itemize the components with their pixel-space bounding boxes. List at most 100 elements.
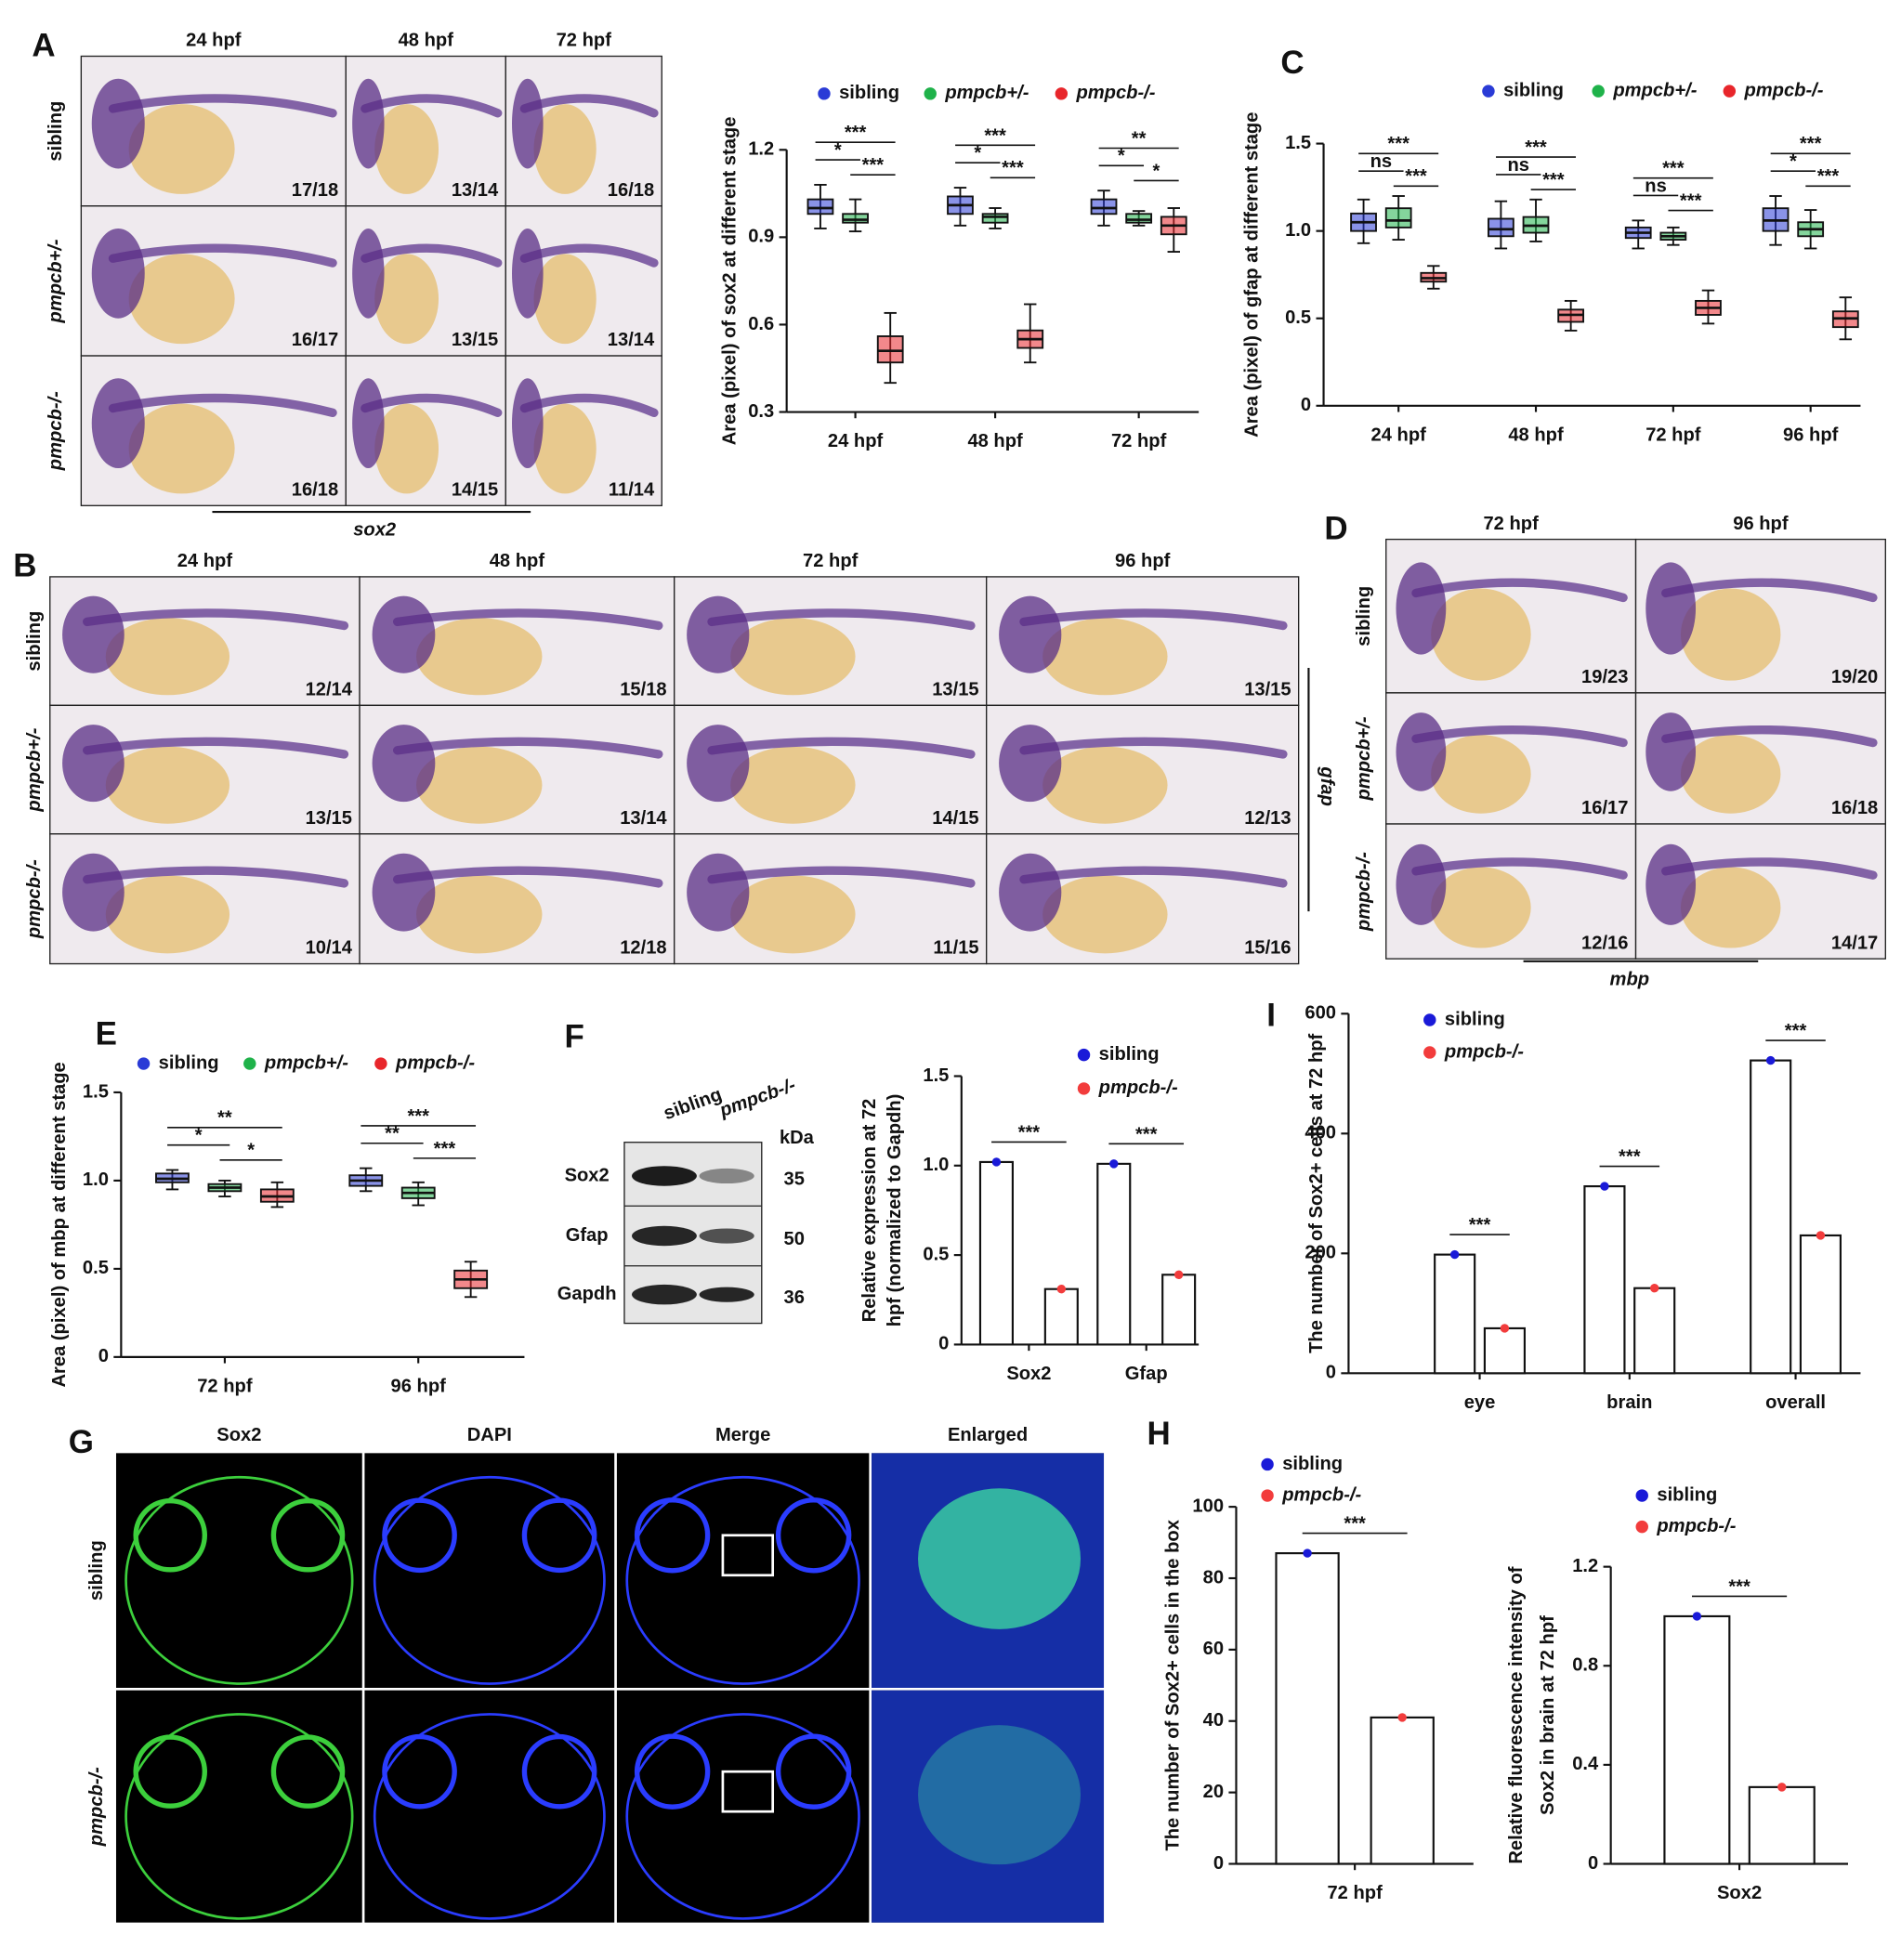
legend-label: pmpcb-/- [1098, 1078, 1178, 1098]
embryo-head [372, 725, 436, 803]
embryo-count: 13/15 [452, 330, 498, 350]
legend-marker [1482, 85, 1495, 98]
column-header: 48 hpf [490, 551, 545, 571]
significance-label: ns [1507, 155, 1529, 176]
band [699, 1228, 754, 1244]
enlarged-green [918, 1725, 1082, 1865]
embryo-count: 13/15 [306, 808, 352, 829]
yolk [374, 104, 439, 194]
yolk [730, 618, 856, 696]
legend-marker [924, 87, 937, 100]
yolk [1680, 735, 1781, 814]
yolk [1680, 588, 1781, 681]
embryo-head [687, 595, 750, 673]
legend-label: sibling [1099, 1044, 1160, 1065]
y-tick-label: 0 [938, 1334, 949, 1354]
row-label: pmpcb-/- [1354, 852, 1374, 932]
column-header: 72 hpf [557, 31, 612, 51]
yolk [533, 403, 597, 494]
legend-marker [1635, 1489, 1648, 1502]
embryo-count: 13/15 [932, 680, 978, 700]
y-tick-label: 0 [1588, 1853, 1598, 1874]
column-header: 72 hpf [803, 551, 859, 571]
embryo-count: 15/16 [1244, 938, 1291, 959]
significance-label: *** [1018, 1122, 1041, 1143]
band [699, 1287, 754, 1302]
significance-label: *** [1405, 166, 1427, 187]
embryo-count: 19/20 [1831, 667, 1878, 687]
legend-label: sibling [1282, 1454, 1343, 1474]
x-tick-label: eye [1464, 1392, 1496, 1413]
bar-point [1649, 1284, 1659, 1293]
x-tick-label: 48 hpf [967, 431, 1023, 451]
box [1488, 217, 1514, 238]
y-tick-label: 200 [1305, 1243, 1336, 1263]
yolk [533, 254, 597, 345]
significance-label: *** [407, 1106, 429, 1127]
y-tick-label: 400 [1305, 1123, 1336, 1143]
significance-label: * [974, 143, 981, 163]
bar [1434, 1253, 1476, 1375]
embryo-count: 16/17 [1581, 798, 1628, 818]
y-tick-label: 80 [1203, 1567, 1224, 1588]
bar [1161, 1274, 1197, 1346]
x-tick-label: 72 hpf [1327, 1883, 1383, 1903]
panel-letter: D [1324, 510, 1347, 546]
significance-label: ** [217, 1108, 232, 1129]
panel-letter: B [13, 548, 36, 584]
y-tick-label: 0.5 [923, 1244, 949, 1264]
legend-label: sibling [1445, 1009, 1505, 1029]
legend-label: pmpcb+/- [944, 83, 1029, 103]
eye [270, 1734, 346, 1809]
embryo-count: 11/14 [609, 480, 655, 501]
fluorescence-image [115, 1453, 362, 1688]
panel-letter: E [96, 1016, 117, 1052]
box [1125, 213, 1153, 224]
fluorescence-image [364, 1453, 615, 1688]
head-outline [125, 1475, 354, 1685]
legend-marker [1635, 1520, 1648, 1534]
significance-label: *** [1800, 134, 1822, 154]
yolk [374, 403, 439, 494]
column-header: 72 hpf [1483, 514, 1539, 534]
legend-label: pmpcb-/- [1281, 1484, 1361, 1505]
bar [1043, 1287, 1079, 1346]
embryo-head [687, 725, 750, 803]
row-label: pmpcb-/- [24, 859, 45, 939]
yolk [416, 875, 543, 954]
embryo-count: 12/16 [1581, 933, 1628, 953]
significance-label: *** [862, 155, 885, 176]
legend-marker [1423, 1046, 1436, 1059]
bar [1748, 1785, 1816, 1865]
box [876, 335, 904, 364]
panel-letter: C [1280, 45, 1304, 81]
head-outline [125, 1713, 354, 1920]
x-tick-label: 96 hpf [1783, 425, 1839, 445]
legend-label: pmpcb-/- [1743, 80, 1823, 100]
embryo-head [999, 853, 1062, 932]
significance-label: *** [1002, 158, 1024, 178]
protein-label: Sox2 [565, 1165, 610, 1185]
y-tick-label: 40 [1203, 1710, 1224, 1731]
eye [775, 1497, 852, 1574]
bar-point [1109, 1159, 1119, 1169]
fluorescence-image [616, 1453, 870, 1688]
column-header: 24 hpf [177, 551, 233, 571]
y-tick-label: 600 [1305, 1003, 1336, 1024]
significance-label: *** [1344, 1514, 1366, 1535]
legend-marker [1055, 87, 1069, 100]
yolk [128, 104, 235, 194]
row-label: sibling [46, 101, 66, 162]
fluorescence-image [115, 1690, 362, 1923]
embryo-head [1396, 712, 1447, 791]
x-tick-label: Sox2 [1006, 1364, 1051, 1384]
legend-marker [243, 1057, 256, 1070]
bar-point [1692, 1612, 1702, 1621]
significance-label: *** [1680, 191, 1702, 212]
box [842, 213, 869, 224]
bar-point [1173, 1270, 1184, 1280]
bar [1275, 1552, 1340, 1865]
eye [775, 1733, 852, 1810]
bar-point [1816, 1231, 1826, 1240]
protein-label: Gfap [566, 1225, 609, 1246]
